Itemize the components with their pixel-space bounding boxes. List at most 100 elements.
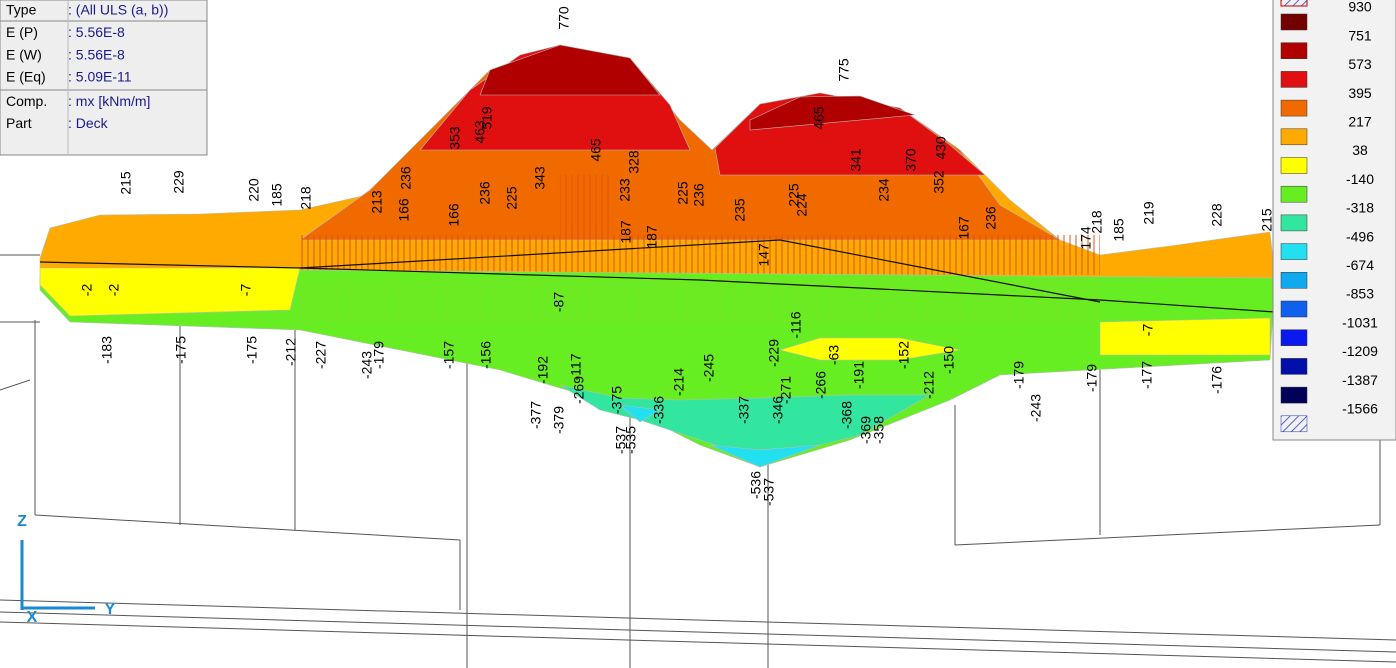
legend-swatch bbox=[1280, 386, 1308, 404]
value-label: -179 bbox=[371, 341, 387, 369]
value-label: -2 bbox=[79, 284, 95, 297]
value-label: 187 bbox=[644, 225, 660, 249]
value-label: 775 bbox=[836, 58, 852, 82]
legend-label: -1209 bbox=[1342, 343, 1378, 359]
value-label: -243 bbox=[359, 351, 375, 379]
value-label: 218 bbox=[1089, 210, 1105, 234]
value-label: 224 bbox=[794, 193, 810, 217]
legend-swatch bbox=[1280, 42, 1308, 59]
legend-label: -1566 bbox=[1342, 401, 1378, 417]
value-label: 185 bbox=[1111, 218, 1127, 242]
value-label: 519 bbox=[479, 106, 495, 130]
legend-swatch bbox=[1280, 272, 1308, 289]
value-label: -537 bbox=[613, 426, 629, 454]
value-label: -176 bbox=[1209, 366, 1225, 394]
axis-triad bbox=[20, 540, 95, 610]
value-label: -152 bbox=[896, 341, 912, 369]
info-key: Part bbox=[6, 115, 32, 131]
value-label: -150 bbox=[941, 346, 957, 374]
legend-label: -140 bbox=[1346, 171, 1374, 187]
value-label: -175 bbox=[173, 336, 189, 364]
legend-label: 930 bbox=[1348, 0, 1372, 15]
value-label: 228 bbox=[1209, 203, 1225, 227]
info-value: : 5.56E-8 bbox=[68, 46, 125, 62]
legend-label: 38 bbox=[1352, 142, 1368, 158]
value-label: -212 bbox=[283, 338, 299, 366]
legend-label: 573 bbox=[1348, 56, 1372, 72]
legend-swatch bbox=[1280, 415, 1308, 433]
value-label: 215 bbox=[1259, 208, 1275, 232]
legend-label: 217 bbox=[1348, 114, 1372, 130]
value-label: 187 bbox=[618, 220, 634, 244]
value-label: -156 bbox=[478, 341, 494, 369]
value-label: 167 bbox=[956, 216, 972, 240]
value-label: -2 bbox=[106, 284, 122, 297]
value-label: -535 bbox=[623, 426, 639, 454]
value-label: 463 bbox=[472, 120, 488, 144]
legend-swatch bbox=[1280, 128, 1308, 146]
value-label: 353 bbox=[447, 126, 463, 150]
value-label: -116 bbox=[788, 311, 804, 338]
value-label: 147 bbox=[756, 243, 772, 267]
value-label: -368 bbox=[839, 401, 855, 429]
value-label: -87 bbox=[551, 292, 567, 312]
value-label: -369 bbox=[858, 416, 874, 444]
value-label: -537 bbox=[761, 478, 777, 506]
info-key: E (W) bbox=[6, 46, 42, 62]
value-label: -336 bbox=[651, 396, 667, 424]
value-label: -212 bbox=[921, 371, 937, 399]
value-label: 430 bbox=[933, 136, 949, 160]
value-label: -157 bbox=[441, 341, 457, 369]
value-label: -192 bbox=[535, 356, 551, 384]
legend-label: -674 bbox=[1346, 257, 1374, 273]
value-label: 370 bbox=[903, 148, 919, 172]
info-value: : Deck bbox=[68, 115, 109, 131]
axis-x: X bbox=[27, 609, 38, 626]
value-label: 465 bbox=[811, 106, 827, 130]
legend-swatch bbox=[1280, 358, 1308, 375]
value-label: 215 bbox=[118, 171, 134, 195]
value-label: -117 bbox=[568, 353, 584, 380]
value-label: -7 bbox=[1140, 324, 1156, 337]
axis-y: Y bbox=[105, 601, 116, 618]
value-label: 218 bbox=[298, 186, 314, 210]
legend-swatch bbox=[1280, 71, 1308, 88]
info-value: : mx [kNm/m] bbox=[68, 93, 150, 109]
legend-swatch bbox=[1280, 214, 1308, 232]
value-label: 352 bbox=[931, 170, 947, 194]
value-label: 174 bbox=[1078, 226, 1094, 250]
value-label: -179 bbox=[1011, 361, 1027, 389]
legend-label: 395 bbox=[1348, 85, 1372, 101]
legend-label: -318 bbox=[1346, 200, 1374, 216]
value-label: 220 bbox=[246, 178, 262, 202]
value-label: 770 bbox=[556, 6, 572, 30]
legend-swatch bbox=[1280, 329, 1308, 346]
contour-fill bbox=[39, 44, 1276, 468]
info-value: : 5.09E-11 bbox=[68, 69, 132, 85]
legend-label: -1031 bbox=[1342, 314, 1378, 330]
value-label: -229 bbox=[766, 339, 782, 367]
value-label: 341 bbox=[848, 148, 864, 172]
legend-swatch bbox=[1280, 243, 1308, 260]
info-key: Comp. bbox=[6, 93, 47, 109]
value-label: 166 bbox=[396, 198, 412, 222]
value-label: 236 bbox=[691, 183, 707, 207]
value-label: -175 bbox=[244, 336, 260, 364]
value-label: 328 bbox=[626, 150, 642, 174]
info-panel bbox=[0, 0, 208, 156]
value-label: 235 bbox=[732, 198, 748, 222]
value-label: 234 bbox=[876, 178, 892, 202]
info-rows: Type: (All ULS (a, b)) E (P): 5.56E-8 E (W… bbox=[6, 2, 168, 132]
legend-label: -853 bbox=[1346, 286, 1374, 302]
info-key: Type bbox=[6, 2, 37, 18]
legend-swatch bbox=[1280, 185, 1308, 203]
axis-z: Z bbox=[17, 513, 27, 530]
value-label: -269 bbox=[571, 376, 587, 404]
value-label: 213 bbox=[369, 190, 385, 214]
value-label: -63 bbox=[826, 345, 842, 365]
legend-swatch bbox=[1280, 300, 1308, 318]
value-label: 343 bbox=[532, 166, 548, 190]
